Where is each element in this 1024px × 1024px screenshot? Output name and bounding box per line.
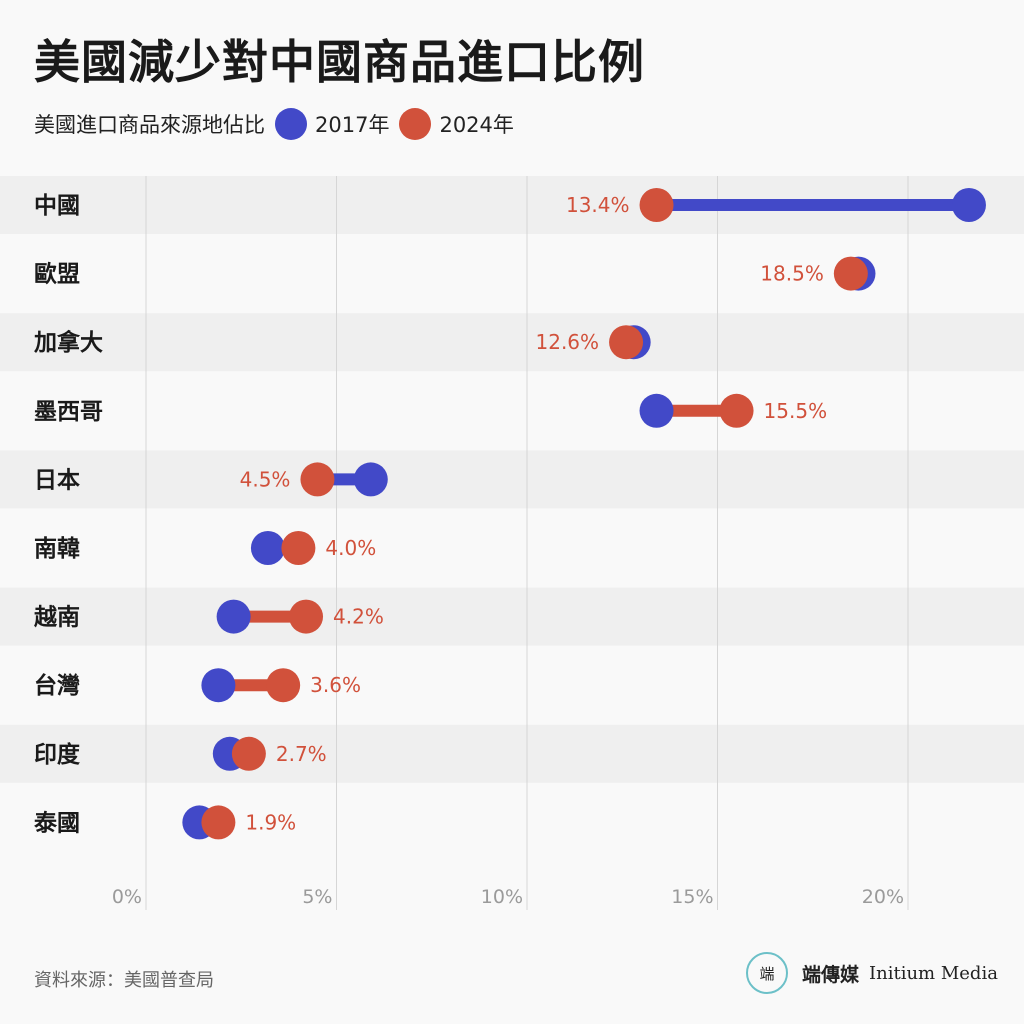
category-label: 中國 bbox=[34, 193, 80, 219]
data-label: 2.7% bbox=[276, 742, 327, 766]
point-2024 bbox=[609, 325, 644, 360]
category-label: 加拿大 bbox=[33, 329, 103, 356]
point-2017 bbox=[201, 668, 236, 703]
data-label: 18.5% bbox=[760, 262, 824, 286]
brand-name: 端傳媒 bbox=[802, 963, 860, 986]
category-label: 越南 bbox=[34, 605, 80, 631]
x-tick-label: 10% bbox=[481, 886, 523, 908]
legend-title: 美國進口商品來源地佔比 bbox=[34, 113, 265, 137]
data-label: 4.5% bbox=[240, 467, 291, 491]
category-label: 泰國 bbox=[33, 809, 80, 836]
point-2017 bbox=[250, 531, 285, 565]
point-2017 bbox=[353, 462, 388, 497]
data-label: 3.6% bbox=[310, 673, 361, 697]
initium-logo-icon: 端 bbox=[746, 952, 788, 994]
category-label: 南韓 bbox=[34, 535, 80, 562]
point-2017 bbox=[639, 393, 674, 428]
brand-name-en: Initium Media bbox=[869, 962, 998, 984]
category-label: 墨西哥 bbox=[34, 399, 103, 425]
point-2024 bbox=[231, 736, 266, 771]
point-2017 bbox=[216, 599, 251, 634]
legend-label-2024: 2024年 bbox=[439, 113, 514, 137]
data-label: 4.2% bbox=[333, 605, 384, 629]
x-tick-label: 5% bbox=[302, 886, 332, 908]
row-band bbox=[0, 313, 1024, 372]
x-tick-label: 15% bbox=[671, 886, 713, 908]
brand: 端 端傳媒 Initium Media bbox=[746, 950, 998, 996]
row-band bbox=[0, 724, 1024, 783]
point-2024 bbox=[300, 462, 335, 497]
data-label: 12.6% bbox=[536, 330, 600, 354]
dumbbell-chart: 0% 5% 10% 15% 20% 中國 13.4% 歐盟 18.5% 加拿大 12.6% 墨西哥 15… bbox=[0, 176, 1024, 910]
chart-title: 美國減少對中國商品進口比例 bbox=[34, 35, 645, 89]
x-tick-label: 20% bbox=[862, 886, 904, 908]
data-label: 4.0% bbox=[325, 536, 376, 560]
legend-entry-2017: 2017年 bbox=[265, 108, 389, 140]
legend-dot-2024-icon bbox=[399, 108, 432, 140]
category-label: 日本 bbox=[34, 467, 80, 493]
data-label: 15.5% bbox=[764, 399, 828, 423]
legend-label-2017: 2017年 bbox=[315, 113, 390, 137]
point-2017 bbox=[951, 188, 986, 222]
point-2024 bbox=[201, 805, 236, 840]
point-2024 bbox=[639, 188, 674, 222]
category-label: 歐盟 bbox=[34, 261, 80, 288]
point-2024 bbox=[281, 531, 316, 565]
data-label: 1.9% bbox=[245, 810, 296, 834]
legend: 美國進口商品來源地佔比 2017年 2024年 bbox=[34, 104, 514, 144]
source-note: 資料來源：美國普查局 bbox=[34, 970, 214, 991]
point-2024 bbox=[719, 393, 754, 428]
x-tick-label: 0% bbox=[112, 886, 142, 908]
point-2024 bbox=[289, 599, 324, 634]
legend-entry-2024: 2024年 bbox=[389, 108, 514, 140]
row-band bbox=[0, 450, 1024, 509]
category-label: 台灣 bbox=[34, 672, 80, 699]
point-2024 bbox=[833, 256, 868, 291]
point-2024 bbox=[266, 668, 301, 703]
row-band bbox=[0, 587, 1024, 646]
category-label: 印度 bbox=[34, 741, 81, 768]
data-label: 13.4% bbox=[566, 193, 630, 217]
legend-dot-2017-icon bbox=[275, 108, 307, 140]
